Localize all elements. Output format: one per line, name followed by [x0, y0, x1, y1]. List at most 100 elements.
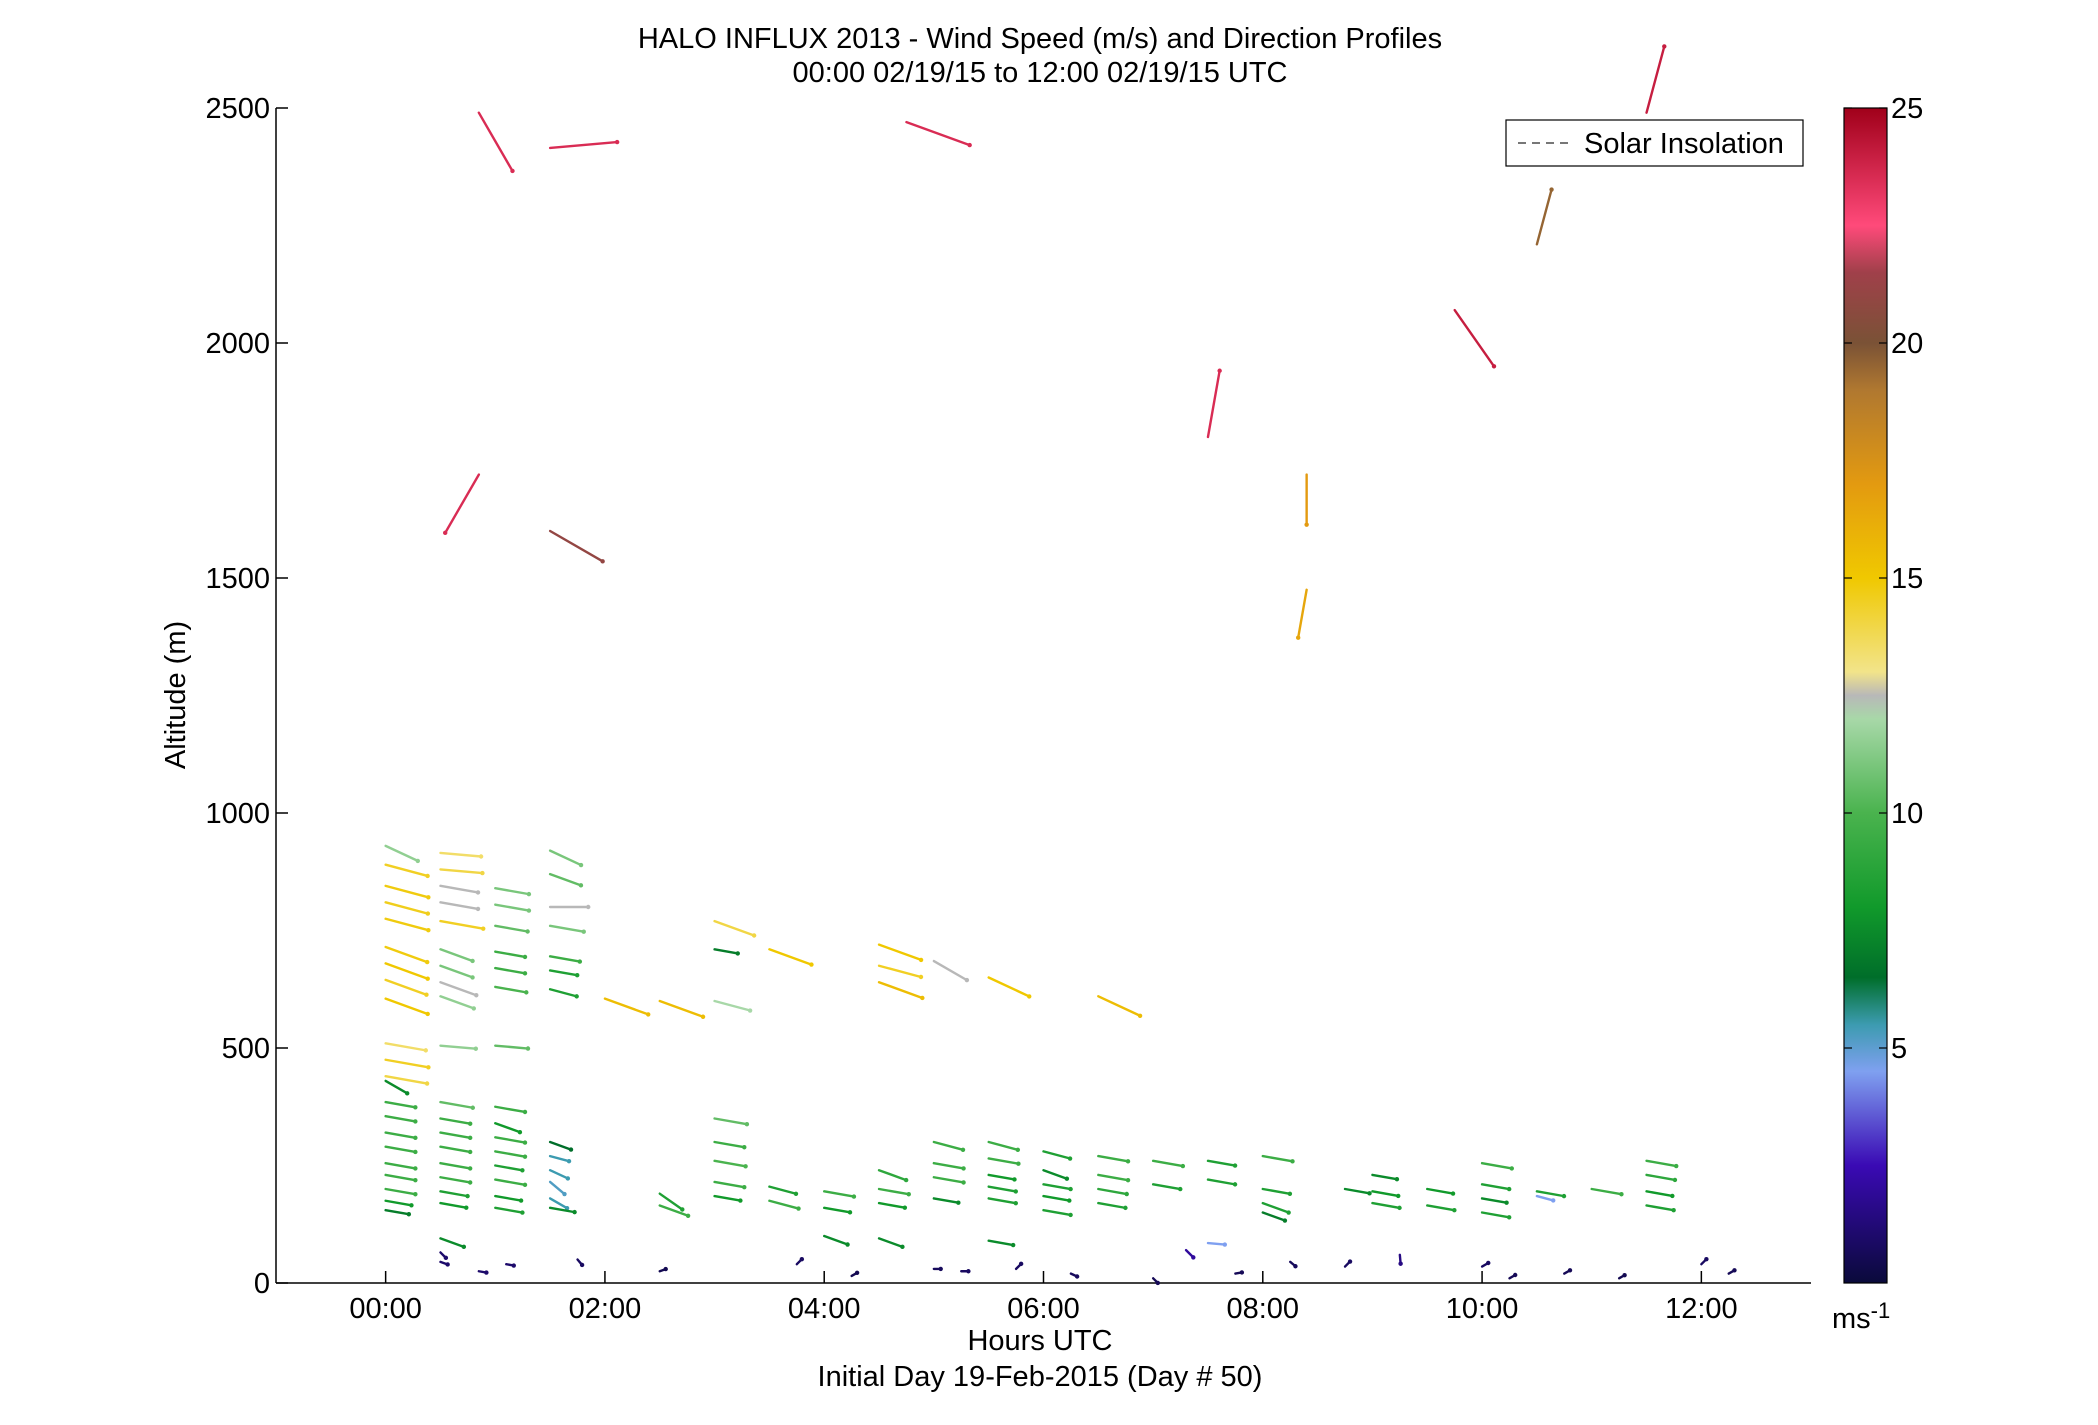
wind-arrow-head [961, 1166, 966, 1171]
wind-arrow-head [467, 1149, 473, 1155]
wind-arrow [494, 1136, 527, 1144]
colorbar-tick-label: 20 [1891, 328, 1923, 360]
wind-arrow [494, 903, 531, 912]
wind-arrow-head [845, 1242, 850, 1247]
wind-arrow [1296, 588, 1308, 639]
wind-arrow [439, 1237, 466, 1249]
wind-arrow [384, 997, 429, 1016]
wind-arrow [877, 981, 924, 1000]
wind-arrow-head [1398, 1261, 1403, 1266]
wind-arrow [1426, 1187, 1455, 1195]
wind-arrow [1042, 1194, 1071, 1202]
wind-arrow-head [510, 168, 515, 174]
wind-arrow [494, 950, 527, 959]
wind-arrow [548, 1206, 576, 1214]
wind-arrow-head [1290, 1159, 1295, 1164]
wind-arrow [439, 1201, 468, 1209]
wind-arrow-head [1067, 1198, 1072, 1203]
wind-arrow-head [1064, 1176, 1070, 1181]
wind-arrow-head [481, 926, 486, 931]
chart-title: HALO INFLUX 2013 - Wind Speed (m/s) and … [638, 23, 1442, 55]
x-axis-label-day: Initial Day 19-Feb-2015 (Day # 50) [818, 1361, 1263, 1393]
wind-arrow [1480, 1197, 1508, 1204]
colorbar-unit-base: ms [1832, 1303, 1871, 1335]
x-ticks: 00:00 02:00 04:00 06:00 08:00 10:00 12:00 [349, 1271, 1738, 1325]
wind-arrow [494, 1178, 527, 1187]
wind-arrow-head [1396, 1193, 1401, 1199]
wind-arrow-head [685, 1213, 691, 1218]
wind-arrow [1343, 1187, 1371, 1195]
wind-arrow-head [920, 995, 925, 1001]
wind-arrow [823, 1206, 852, 1214]
wind-arrow [877, 943, 923, 962]
wind-arrow [1261, 1201, 1290, 1214]
wind-arrow-head [574, 994, 579, 999]
wind-arrow-head [467, 1166, 473, 1171]
wind-arrow-head [1662, 44, 1667, 49]
wind-arrow-head [425, 911, 431, 916]
wind-arrow-head [520, 1210, 525, 1215]
colorbar: 5 10 15 20 25 ms-1 [1832, 93, 1923, 1335]
wind-arrow [384, 863, 429, 878]
wind-arrow-head [520, 1168, 525, 1173]
wind-arrow [1590, 1187, 1623, 1196]
wind-arrow [1371, 1201, 1401, 1210]
wind-arrow [384, 1131, 417, 1140]
wind-arrow-head [796, 1206, 801, 1211]
wind-arrow [439, 884, 480, 894]
wind-arrow [713, 1180, 746, 1189]
wind-arrow [384, 1208, 411, 1216]
wind-arrow-head [522, 971, 528, 976]
wind-arrow-head [572, 1209, 577, 1215]
wind-arrow-head [735, 951, 740, 956]
wind-arrow-head [467, 1180, 473, 1185]
wind-arrow-head [575, 973, 580, 978]
wind-arrow [1453, 308, 1496, 368]
wind-arrow-head [961, 1180, 966, 1185]
wind-arrow [384, 945, 429, 964]
wind-arrow-head [738, 1198, 743, 1203]
wind-arrow-head [470, 1105, 475, 1110]
y-tick-label: 0 [254, 1268, 270, 1300]
wind-arrow-head [413, 1105, 418, 1110]
wind-arrow [548, 1197, 569, 1210]
wind-arrow [384, 978, 428, 996]
wind-arrow-head [900, 1244, 905, 1250]
colorbar-tick-label: 25 [1891, 93, 1923, 125]
wind-arrow [1261, 1187, 1292, 1195]
wind-arrow [1042, 1183, 1072, 1191]
wind-arrow-head [809, 962, 814, 967]
wind-arrow [439, 919, 485, 930]
wind-arrow [1480, 1211, 1511, 1219]
wind-arrow [987, 1140, 1020, 1152]
wind-arrow [494, 1044, 530, 1050]
wind-arrow-head [1018, 1261, 1024, 1267]
wind-arrow-head [1067, 1156, 1073, 1161]
wind-arrow-head [743, 1164, 748, 1169]
x-tick-label: 00:00 [349, 1293, 422, 1325]
wind-arrow-head [1191, 1255, 1196, 1260]
wind-arrow-head [581, 929, 586, 934]
wind-arrow [494, 985, 528, 994]
colorbar-unit: ms-1 [1832, 1298, 1890, 1335]
wind-arrow-head [938, 1266, 943, 1272]
wind-arrow [603, 997, 650, 1016]
wind-arrow-head [1293, 1264, 1298, 1269]
wind-arrow [477, 111, 514, 173]
wind-arrow-head [413, 1177, 418, 1183]
wind-arrow-head [586, 904, 591, 910]
wind-arrow [1645, 1190, 1674, 1198]
wind-arrow-head [578, 883, 584, 888]
wind-arrow-head [413, 1166, 418, 1171]
wind-arrow-head [1287, 1191, 1293, 1196]
wind-arrow [384, 1079, 409, 1095]
wind-arrow-head [562, 1191, 567, 1197]
wind-arrow [1042, 1168, 1069, 1180]
wind-arrow-head [426, 895, 431, 900]
wind-arrow [494, 966, 527, 975]
wind-arrows [384, 44, 1737, 1286]
y-tick-label: 2500 [205, 93, 270, 125]
wind-arrow-head [522, 1140, 528, 1145]
wind-arrow [658, 1192, 684, 1211]
wind-arrow-head [1295, 635, 1301, 640]
